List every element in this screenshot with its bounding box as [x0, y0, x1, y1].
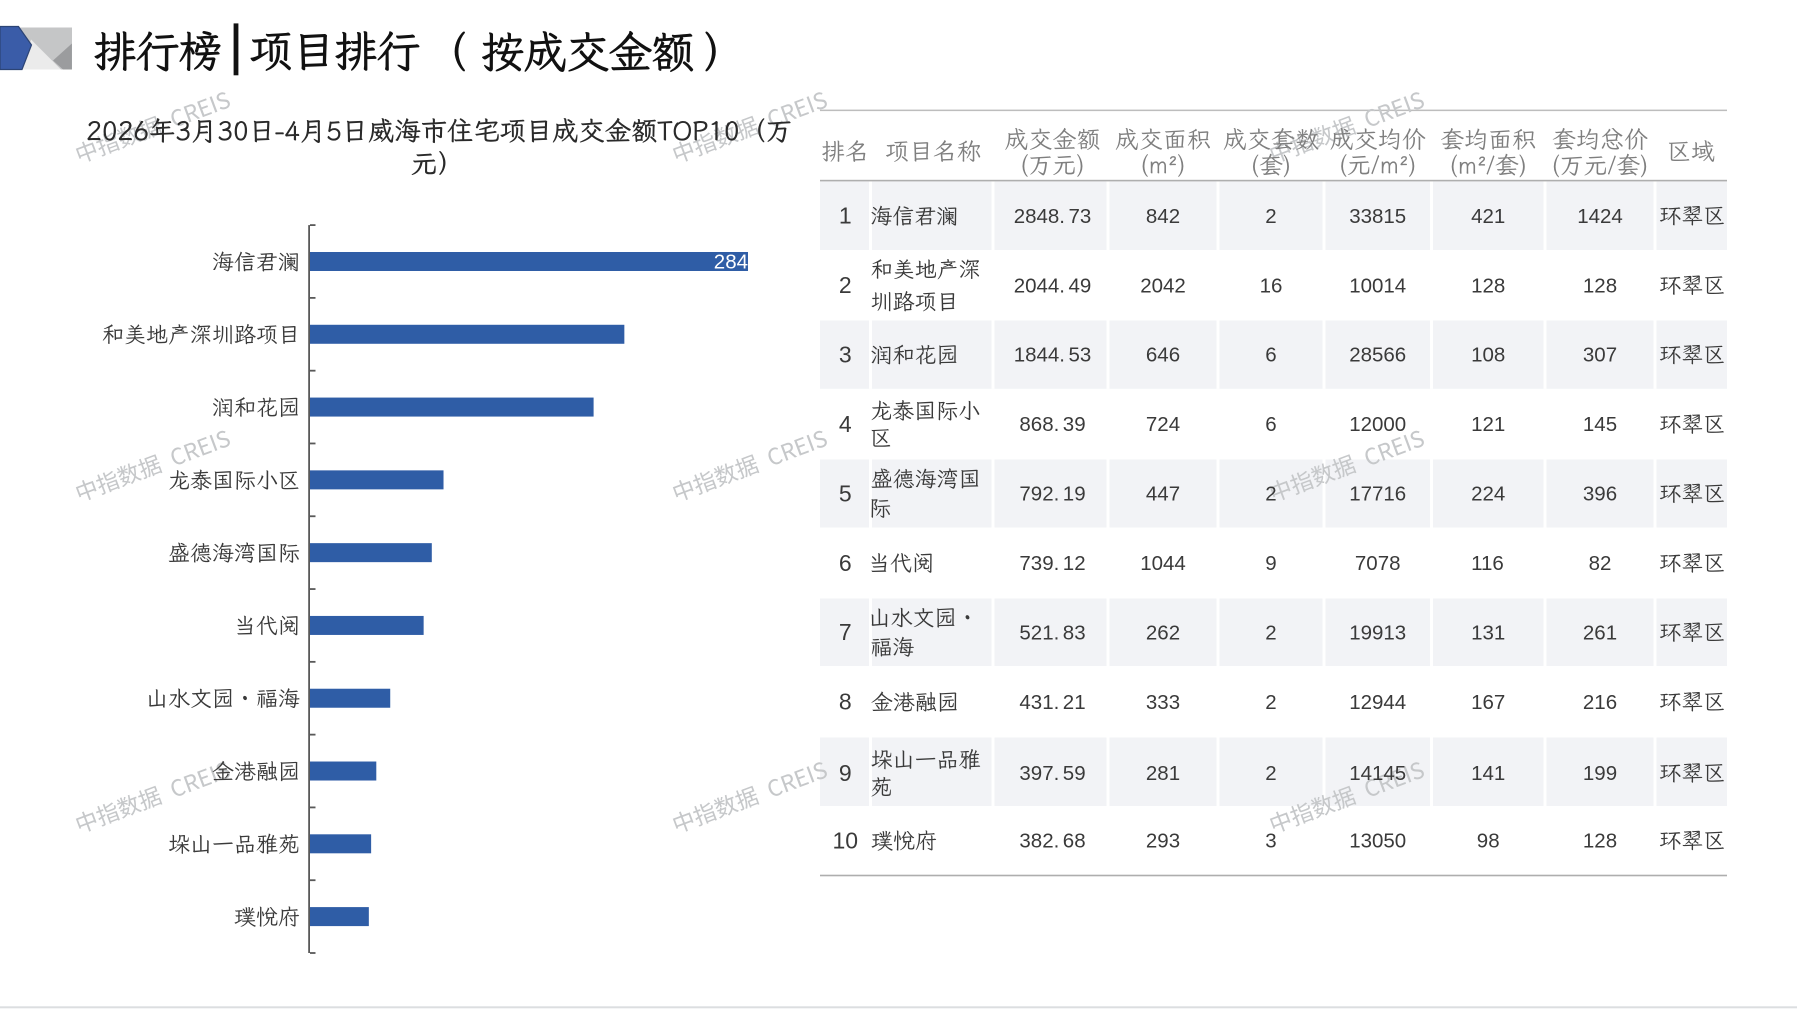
svg-text:1: 1 [839, 203, 852, 229]
svg-text:447: 447 [1146, 483, 1180, 506]
svg-text:262: 262 [1146, 621, 1180, 644]
svg-text:4: 4 [839, 411, 852, 437]
svg-text:739.: 739. [1019, 552, 1059, 575]
svg-text:121: 121 [1471, 413, 1505, 436]
svg-text:1424: 1424 [1577, 205, 1623, 228]
svg-text:2: 2 [1265, 621, 1276, 644]
svg-text:261: 261 [1583, 621, 1617, 644]
svg-text:12000: 12000 [1349, 413, 1406, 436]
svg-text:868.: 868. [1019, 413, 1059, 436]
svg-text:2044.: 2044. [1014, 274, 1065, 297]
svg-text:6: 6 [1265, 344, 1276, 367]
svg-text:13050: 13050 [1349, 830, 1406, 853]
svg-text:842: 842 [1146, 205, 1180, 228]
svg-text:2: 2 [1265, 762, 1276, 785]
svg-text:14145: 14145 [1349, 762, 1406, 785]
svg-text:9: 9 [839, 760, 852, 786]
svg-text:17716: 17716 [1349, 483, 1406, 506]
svg-text:3: 3 [839, 342, 852, 368]
svg-text:333: 333 [1146, 691, 1180, 714]
svg-text:2: 2 [1265, 691, 1276, 714]
svg-text:2848.: 2848. [1014, 205, 1065, 228]
svg-text:792.: 792. [1019, 483, 1059, 506]
svg-text:3: 3 [1265, 830, 1276, 853]
svg-text:724: 724 [1146, 413, 1180, 436]
svg-text:53: 53 [1069, 344, 1092, 367]
svg-text:281: 281 [1146, 762, 1180, 785]
svg-text:224: 224 [1471, 483, 1505, 506]
svg-text:83: 83 [1063, 621, 1086, 644]
svg-text:21: 21 [1063, 691, 1086, 714]
svg-text:2042: 2042 [1140, 274, 1186, 297]
svg-text:2: 2 [1265, 483, 1276, 506]
svg-text:68: 68 [1063, 830, 1086, 853]
svg-text:59: 59 [1063, 762, 1086, 785]
svg-text:19913: 19913 [1349, 621, 1406, 644]
svg-text:421: 421 [1471, 205, 1505, 228]
svg-text:9: 9 [1265, 552, 1276, 575]
svg-text:73: 73 [1069, 205, 1092, 228]
svg-text:108: 108 [1471, 344, 1505, 367]
svg-text:7: 7 [839, 619, 852, 645]
svg-text:19: 19 [1063, 483, 1086, 506]
svg-text:28566: 28566 [1349, 344, 1406, 367]
svg-text:646: 646 [1146, 344, 1180, 367]
svg-text:33815: 33815 [1349, 205, 1406, 228]
svg-text:2: 2 [839, 272, 852, 298]
svg-text:199: 199 [1583, 762, 1617, 785]
svg-text:167: 167 [1471, 691, 1505, 714]
svg-text:293: 293 [1146, 830, 1180, 853]
svg-text:2848.: 2848. [714, 251, 765, 274]
svg-text:98: 98 [1477, 830, 1500, 853]
svg-text:12: 12 [1063, 552, 1086, 575]
svg-text:307: 307 [1583, 344, 1617, 367]
svg-text:16: 16 [1260, 274, 1283, 297]
svg-text:382.: 382. [1019, 830, 1059, 853]
svg-text:12944: 12944 [1349, 691, 1406, 714]
svg-text:10014: 10014 [1349, 274, 1406, 297]
svg-text:397.: 397. [1019, 762, 1059, 785]
svg-text:7078: 7078 [1355, 552, 1401, 575]
svg-text:116: 116 [1471, 552, 1504, 575]
svg-text:6: 6 [1265, 413, 1276, 436]
svg-text:396: 396 [1583, 483, 1617, 506]
svg-text:431.: 431. [1019, 691, 1059, 714]
svg-text:128: 128 [1583, 274, 1617, 297]
svg-text:128: 128 [1583, 830, 1617, 853]
svg-text:82: 82 [1589, 552, 1612, 575]
svg-text:1044: 1044 [1140, 552, 1186, 575]
svg-text:521.: 521. [1019, 621, 1059, 644]
svg-text:8: 8 [839, 689, 852, 715]
svg-text:10: 10 [833, 827, 859, 853]
svg-text:2: 2 [1265, 205, 1276, 228]
svg-text:216: 216 [1583, 691, 1617, 714]
svg-text:145: 145 [1583, 413, 1617, 436]
svg-text:5: 5 [839, 480, 852, 506]
svg-text:1844.: 1844. [1014, 344, 1065, 367]
svg-text:6: 6 [839, 550, 852, 576]
svg-text:128: 128 [1471, 274, 1505, 297]
svg-text:39: 39 [1063, 413, 1086, 436]
svg-text:131: 131 [1471, 621, 1505, 644]
svg-text:141: 141 [1471, 762, 1505, 785]
svg-text:49: 49 [1069, 274, 1092, 297]
